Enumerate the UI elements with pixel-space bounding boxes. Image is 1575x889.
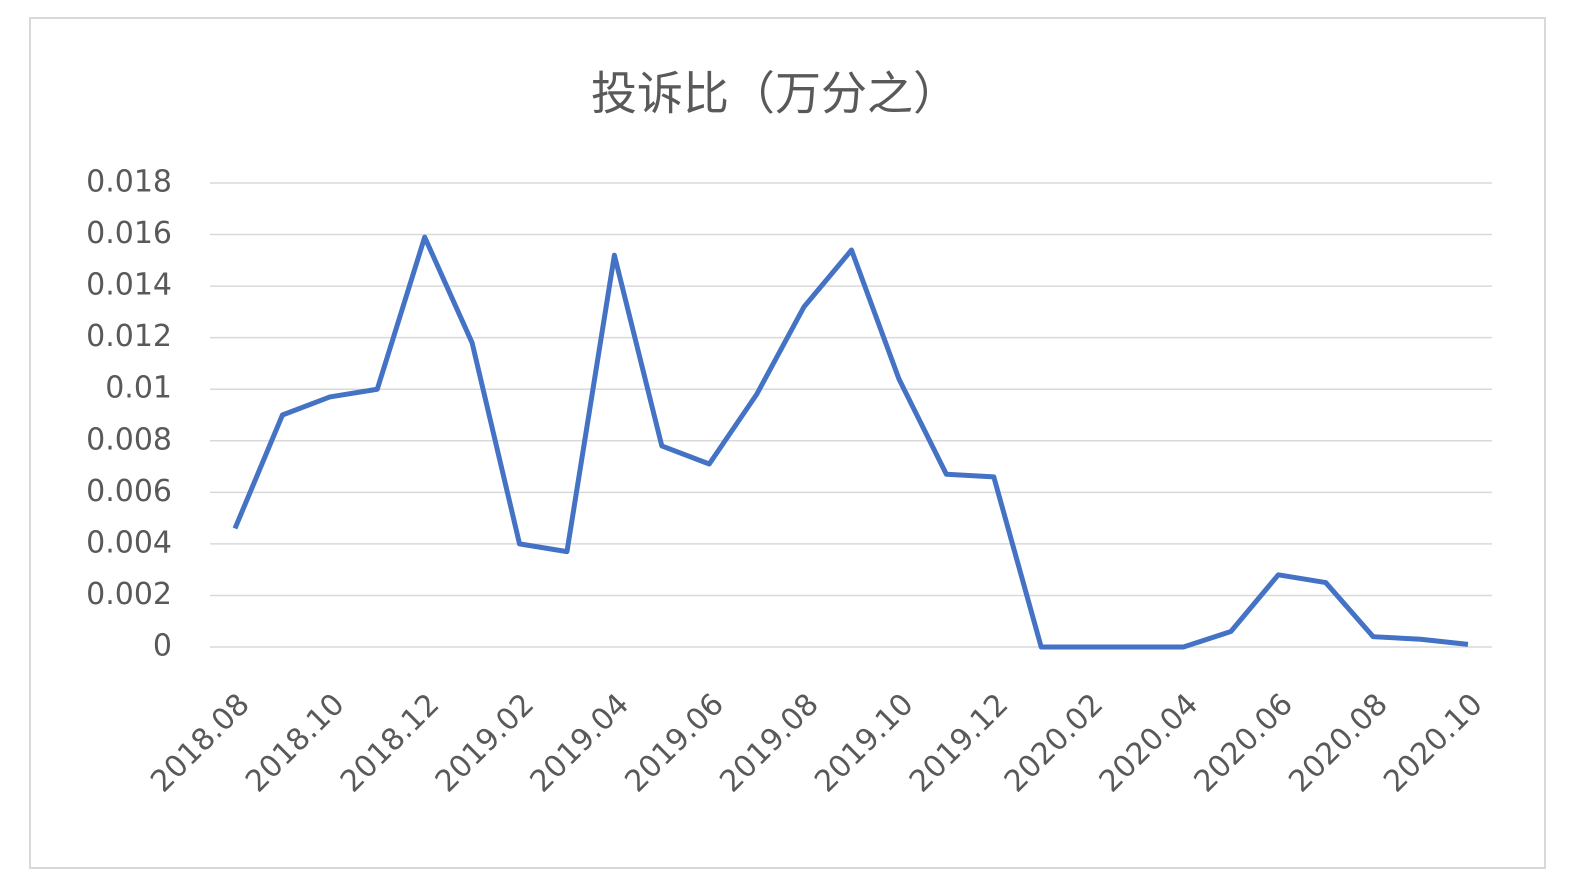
chart-title: 投诉比（万分之）: [591, 67, 959, 121]
y-tick-label: 0.012: [86, 319, 172, 354]
chart-frame: [29, 17, 1546, 869]
y-tick-label: 0.01: [105, 371, 172, 406]
y-tick-label: 0.014: [86, 268, 172, 303]
y-tick-label: 0.006: [86, 474, 172, 509]
y-tick-label: 0.016: [86, 216, 172, 251]
data-line: [232, 234, 1469, 650]
y-tick-label: 0.002: [86, 577, 172, 612]
y-tick-label: 0.018: [86, 165, 172, 200]
y-tick-label: 0.004: [86, 525, 172, 560]
y-tick-label: 0.008: [86, 422, 172, 457]
y-tick-label: 0: [153, 629, 172, 664]
